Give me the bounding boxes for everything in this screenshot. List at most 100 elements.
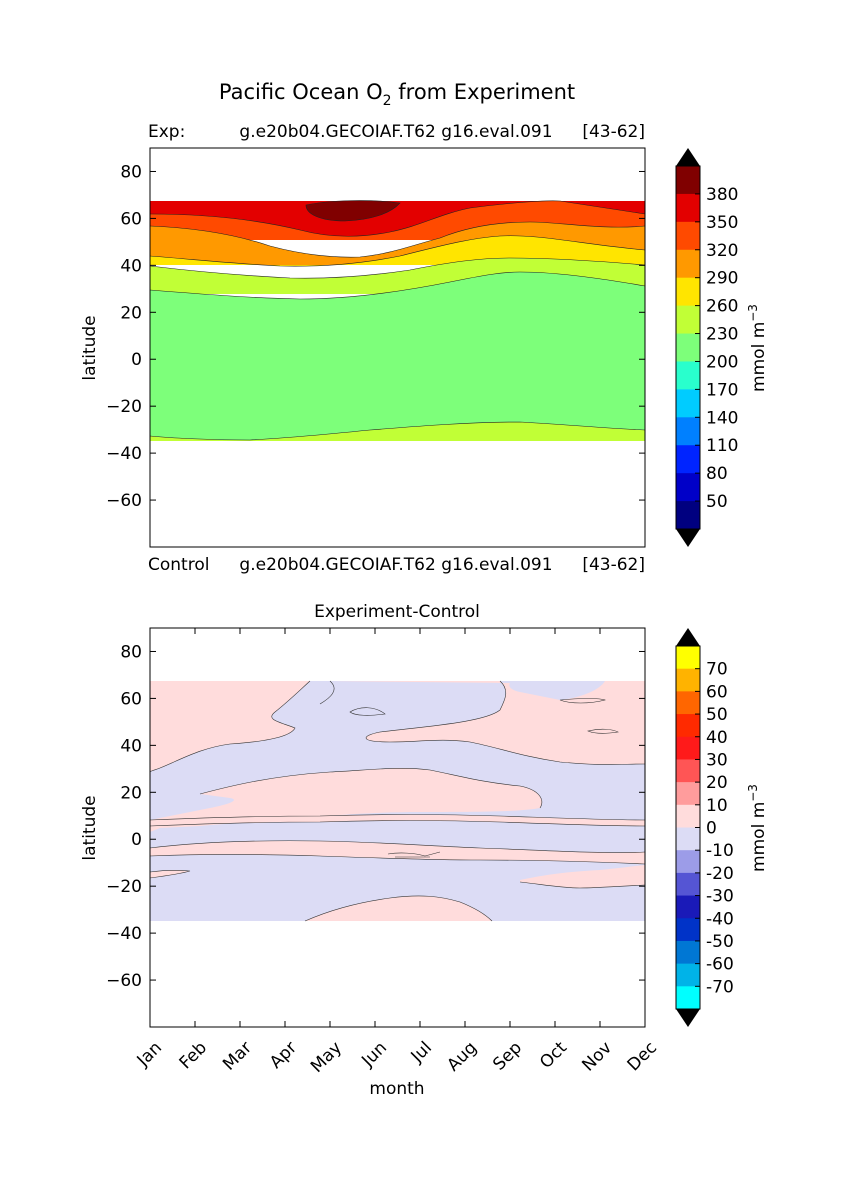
diff-band-0-equator [150, 840, 645, 864]
top-ytick-label: −40 [106, 444, 142, 464]
diff-band-0-southwest [150, 870, 190, 878]
top-contour-lines [149, 200, 646, 441]
bottom-colorbar-label: -50 [706, 932, 734, 952]
bottom-colorbar-segment [676, 850, 700, 874]
top-colorbar-label: 200 [706, 352, 738, 372]
bottom-xtick-label: May [307, 1038, 346, 1077]
top-colorbar-extend-high [676, 148, 700, 166]
bottom-colorbar-segment [676, 691, 700, 715]
middle-label-center: g.e20b04.GECOIAF.T62 g16.eval.091 [239, 555, 552, 575]
top-ytick-label: 20 [120, 303, 142, 323]
top-colorbar-segment [676, 166, 700, 195]
top-colorbar-segment [676, 417, 700, 446]
bottom-colorbar-segment [676, 714, 700, 738]
top-colorbar-frame [675, 165, 701, 530]
bottom-colorbar-label: 30 [706, 750, 728, 770]
top-colorbar-segment [676, 333, 700, 362]
bottom-colorbar-extend-low [676, 1009, 700, 1027]
bottom-xlabel: month [369, 1079, 424, 1099]
top-colorbar-label: 50 [706, 492, 728, 512]
bottom-colorbar-segment [676, 668, 700, 692]
bottom-ytick-label: 20 [120, 783, 142, 803]
bottom-ytick-label: 60 [120, 689, 142, 709]
top-colorbar-label: 380 [706, 185, 738, 205]
top-panel: Exp: g.e20b04.GECOIAF.T62 g16.eval.091 [… [80, 122, 769, 548]
bottom-xtick-label: Nov [578, 1038, 616, 1076]
bottom-xtick-label: Feb [176, 1038, 211, 1073]
bottom-colorbar-segment [676, 646, 700, 670]
bottom-colorbar-label: -30 [706, 887, 734, 907]
top-colorbar-unit: mmol m−3 [746, 304, 769, 392]
top-ytick-label: −20 [106, 397, 142, 417]
top-ytick-label: 60 [120, 209, 142, 229]
contour-band-200 [150, 272, 645, 440]
top-colorbar-segment [676, 361, 700, 390]
bottom-ytick-label: −60 [106, 971, 142, 991]
bottom-xtick-label: Aug [443, 1038, 481, 1076]
top-ytick-label: 0 [131, 350, 142, 370]
bottom-title: Experiment-Control [314, 602, 480, 622]
top-ytick-label: 40 [120, 256, 142, 276]
bottom-colorbar-segment [676, 782, 700, 806]
bottom-colorbar-label: 40 [706, 728, 728, 748]
bottom-colorbar-segment [676, 940, 700, 965]
top-colorbar-segment [676, 473, 700, 502]
middle-label-left: Control [148, 555, 209, 575]
top-colorbar-segment [676, 305, 700, 335]
bottom-xtick-label: Jul [407, 1038, 436, 1067]
bottom-xtick-label: Sep [489, 1038, 526, 1075]
bottom-colorbar-segment [676, 986, 700, 1010]
bottom-colorbar-label: 70 [706, 660, 728, 680]
bottom-y-axis: 80 60 40 20 0 −20 −40 −60 [106, 642, 645, 991]
top-colorbar-segment [676, 193, 700, 223]
top-colorbar-segment [676, 277, 700, 307]
top-colorbar-segment [676, 389, 700, 418]
bottom-colorbar-segment [676, 963, 700, 987]
bottom-ytick-label: −40 [106, 924, 142, 944]
bottom-colorbar-unit: mmol m−3 [746, 784, 769, 872]
bottom-colorbar-label: 20 [706, 773, 728, 793]
top-colorbar-label: 260 [706, 297, 738, 317]
bottom-colorbar-label: -40 [706, 909, 734, 929]
top-colorbar-segment [676, 221, 700, 251]
bottom-contour-fill [150, 681, 645, 921]
bottom-colorbar-segment [676, 827, 700, 851]
bottom-xtick-label: Dec [624, 1038, 661, 1075]
diff-band-0-south [305, 895, 492, 921]
top-colorbar-label: 320 [706, 241, 738, 261]
diff-band-0-mid [150, 768, 542, 832]
top-label-left: Exp: [148, 122, 185, 142]
bottom-colorbar-label: -10 [706, 841, 734, 861]
bottom-xtick-label: Mar [219, 1038, 256, 1075]
bottom-colorbar-label: -60 [706, 955, 734, 975]
bottom-colorbar-label: 50 [706, 705, 728, 725]
middle-label-right: [43-62] [582, 555, 645, 575]
bottom-ytick-label: 0 [131, 830, 142, 850]
diff-band-0-southeast [520, 865, 645, 888]
top-colorbar-label: 230 [706, 325, 738, 345]
bottom-ytick-label: −20 [106, 877, 142, 897]
top-colorbar-label: 140 [706, 408, 738, 428]
top-colorbar-label: 350 [706, 213, 738, 233]
bottom-colorbar-label: -70 [706, 977, 734, 997]
bottom-ylabel: latitude [80, 795, 100, 860]
bottom-xtick-label: Jan [133, 1038, 166, 1071]
top-colorbar-extend-low [676, 529, 700, 547]
contour-band-230-south [150, 422, 645, 441]
bottom-panel: Experiment-Control [80, 602, 769, 1099]
bottom-colorbar-segment [676, 895, 700, 919]
bottom-colorbar-segment [676, 872, 700, 897]
diff-band-0-north [150, 681, 310, 772]
bottom-colorbar-segment [676, 918, 700, 942]
bottom-colorbar-extend-high [676, 628, 700, 646]
bottom-colorbar-segment [676, 804, 700, 828]
bottom-plot-frame [149, 627, 646, 1028]
bottom-colorbar-segment [676, 759, 700, 783]
top-label-right: [43-62] [582, 122, 645, 142]
top-colorbar-label: 80 [706, 464, 728, 484]
top-ytick-label: 80 [120, 162, 142, 182]
top-ytick-label: −60 [106, 491, 142, 511]
top-label-center: g.e20b04.GECOIAF.T62 g16.eval.091 [239, 122, 552, 142]
